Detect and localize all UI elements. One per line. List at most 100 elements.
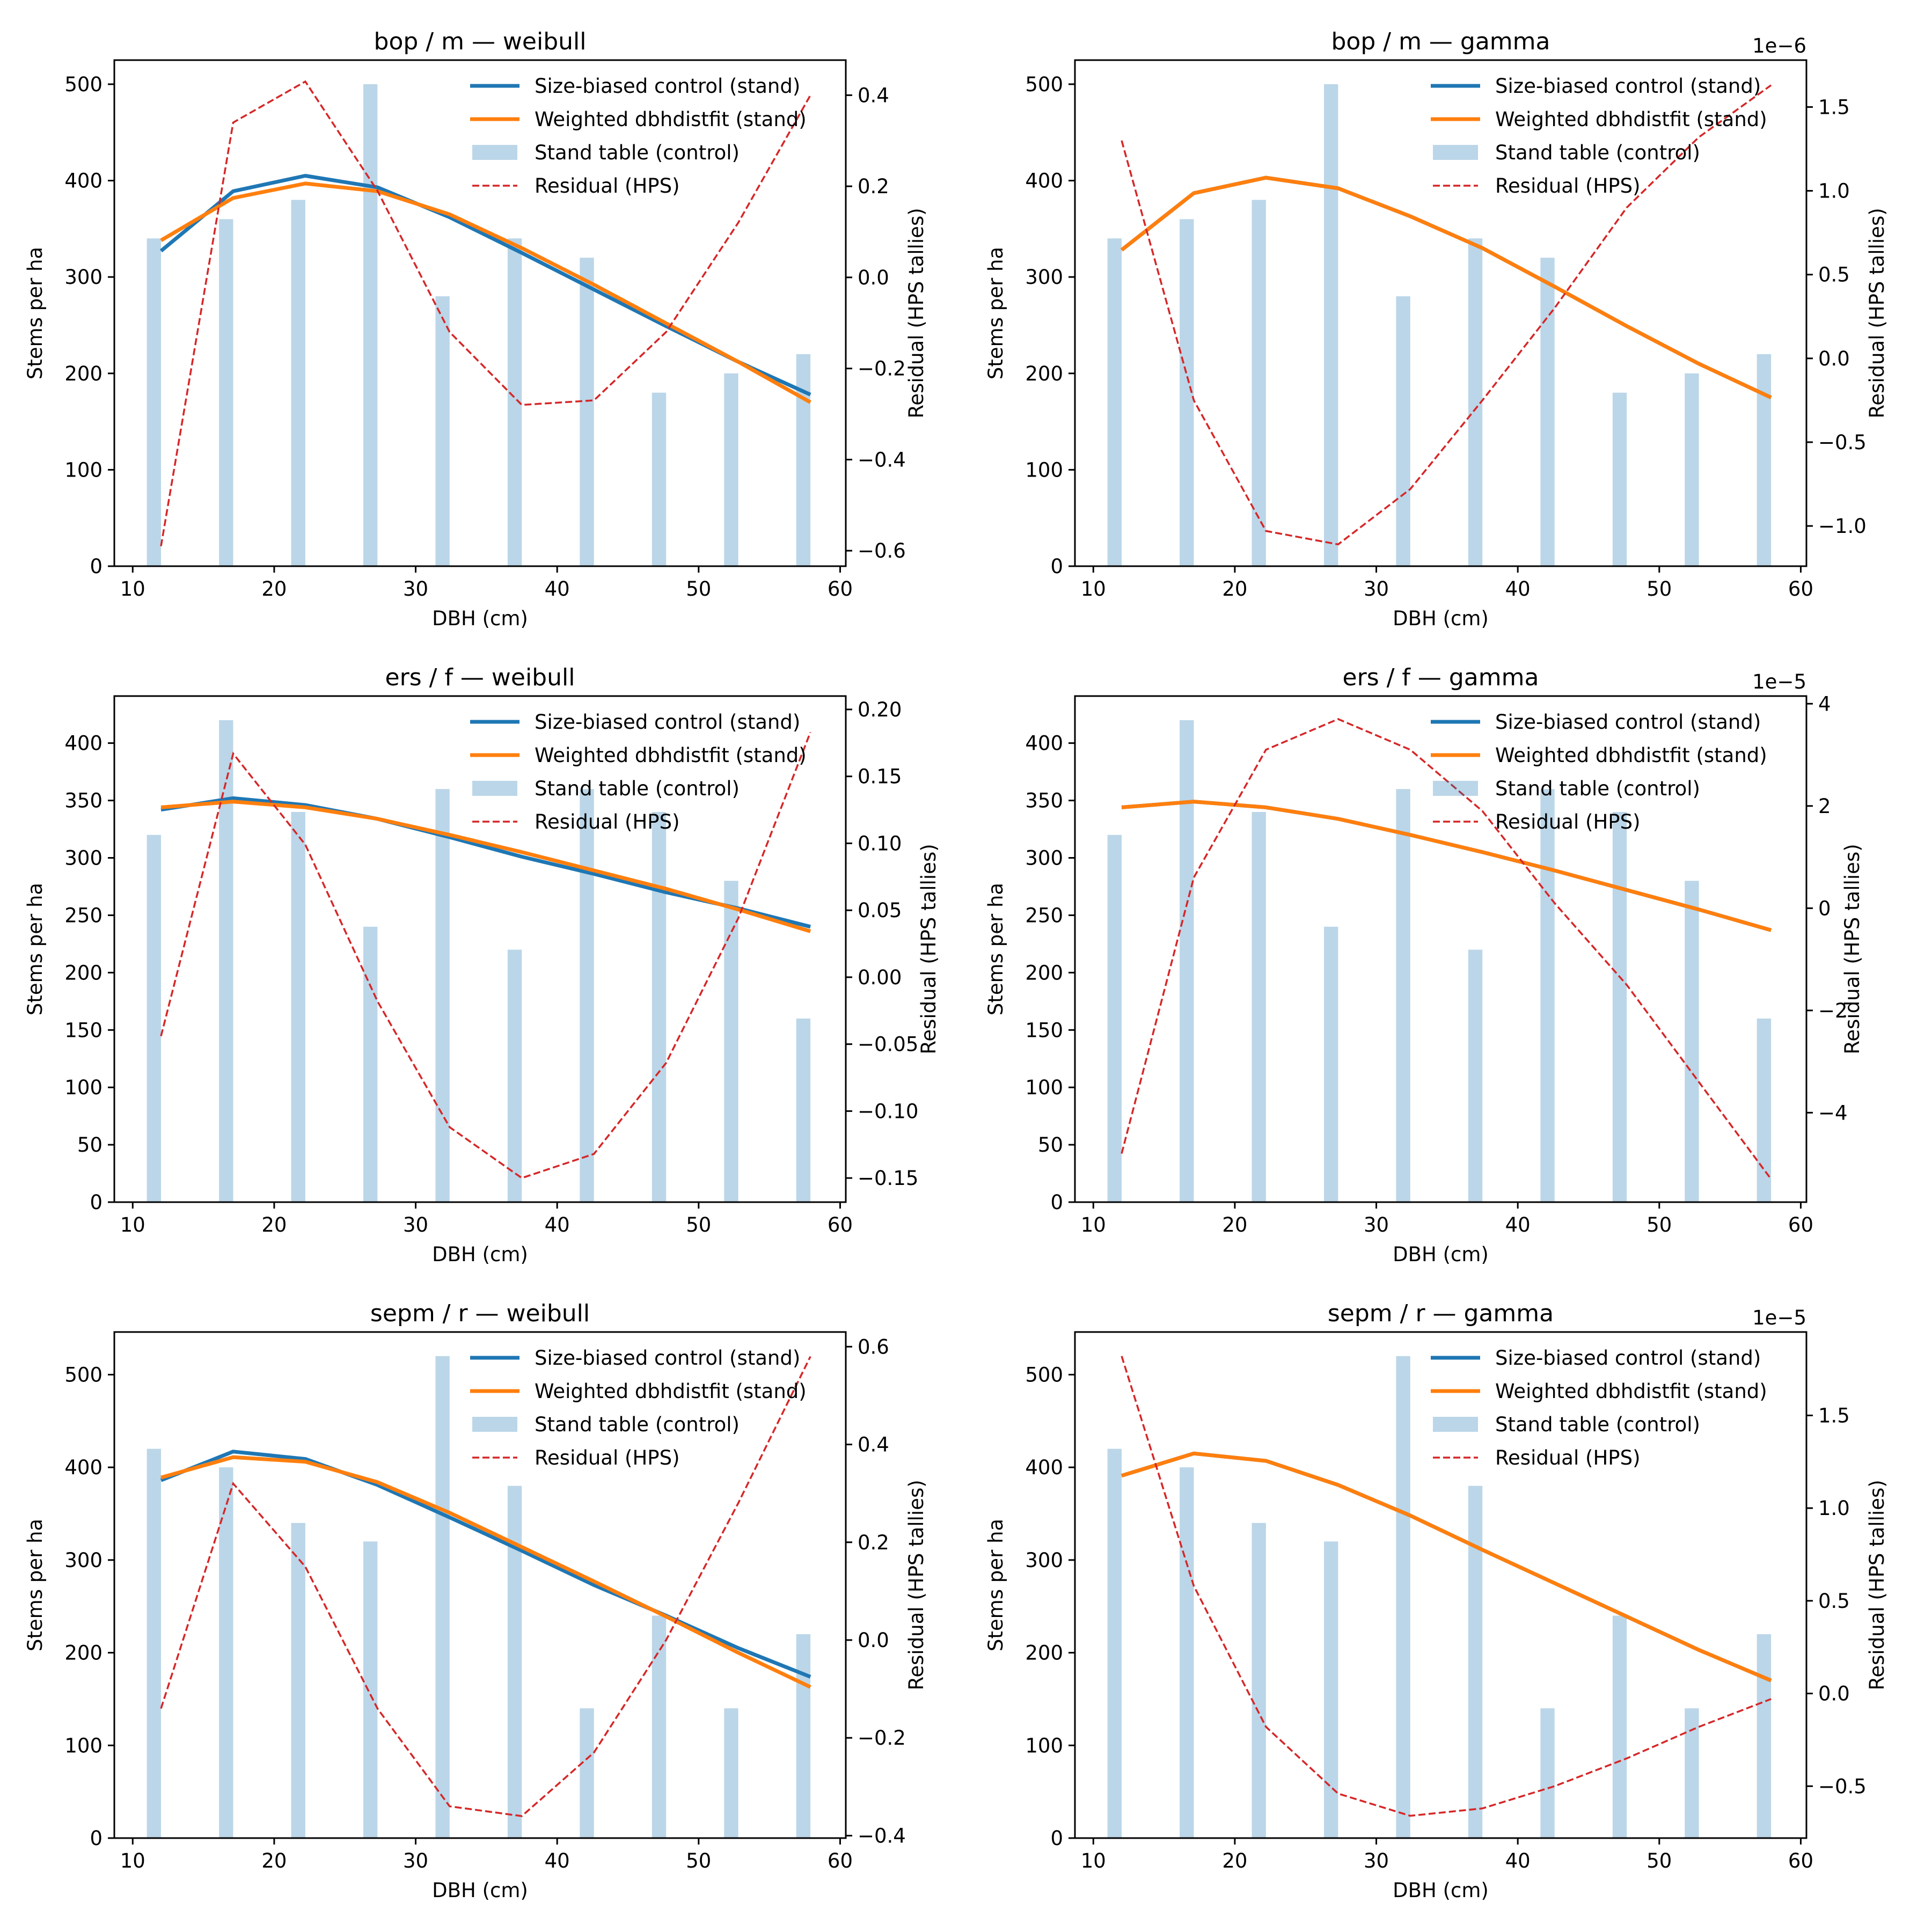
y2-tick-label: 0.2 bbox=[858, 175, 889, 198]
x-tick-label: 40 bbox=[545, 1213, 570, 1236]
stand-table-bar bbox=[1107, 238, 1122, 566]
y-tick-label: 400 bbox=[1025, 1456, 1063, 1479]
y2-tick-label: −0.2 bbox=[858, 1726, 906, 1750]
stand-table-bar bbox=[1685, 881, 1699, 1202]
y-tick-label: 200 bbox=[1025, 961, 1063, 984]
stand-table-bar bbox=[1107, 835, 1122, 1202]
stand-table-bar bbox=[435, 1356, 450, 1838]
x-tick-label: 60 bbox=[1788, 1849, 1813, 1872]
subplot-title: sepm / r — weibull bbox=[370, 1300, 590, 1327]
plot-area bbox=[1107, 718, 1772, 1202]
stand-table-bar bbox=[219, 219, 233, 566]
stand-table-bar bbox=[796, 354, 811, 566]
stand-table-bar bbox=[363, 84, 378, 566]
y-axis-label: Stems per ha bbox=[984, 1519, 1007, 1651]
legend-item: Size-biased control (stand) bbox=[470, 1346, 800, 1370]
legend-swatch-stand-table bbox=[472, 781, 517, 796]
x-tick-label: 10 bbox=[120, 1849, 145, 1872]
legend-label: Residual (HPS) bbox=[1495, 810, 1641, 833]
legend-item: Weighted dbhdistfit (stand) bbox=[1431, 1380, 1767, 1403]
stand-table-bar bbox=[435, 789, 450, 1202]
x-tick-label: 10 bbox=[1081, 1213, 1106, 1236]
x-tick-label: 20 bbox=[261, 577, 287, 601]
legend-item: Weighted dbhdistfit (stand) bbox=[470, 744, 807, 767]
legend-swatch-stand-table bbox=[1433, 145, 1478, 160]
legend-swatch-stand-table bbox=[1433, 781, 1478, 796]
stand-table-bar bbox=[1468, 949, 1483, 1202]
y2-tick-label: 0.05 bbox=[858, 899, 902, 922]
stand-table-bar bbox=[1468, 1485, 1483, 1838]
legend-item: Stand table (control) bbox=[472, 141, 740, 164]
y2-tick-label: −0.2 bbox=[858, 357, 906, 380]
y-tick-label: 300 bbox=[1025, 266, 1063, 289]
subplot-title: bop / m — weibull bbox=[374, 28, 587, 55]
stand-table-bar bbox=[1685, 1708, 1699, 1838]
x-tick-label: 40 bbox=[1505, 1849, 1531, 1872]
legend-item: Size-biased control (stand) bbox=[470, 75, 800, 98]
stand-table-bar bbox=[219, 720, 233, 1202]
y-tick-label: 200 bbox=[64, 1642, 103, 1665]
weighted-line bbox=[1121, 800, 1772, 932]
y2-offset-label: 1e−5 bbox=[1752, 670, 1806, 693]
y2-tick-label: −0.6 bbox=[858, 539, 906, 562]
x-tick-label: 10 bbox=[1081, 1849, 1106, 1872]
stand-table-bar bbox=[291, 811, 305, 1202]
legend: Size-biased control (stand) Weighted dbhd… bbox=[1431, 75, 1767, 197]
y2-tick-label: 0.5 bbox=[1818, 1590, 1850, 1613]
stand-table-bar bbox=[1180, 720, 1194, 1202]
legend-label: Stand table (control) bbox=[535, 1413, 740, 1436]
weighted-line bbox=[160, 1455, 811, 1689]
y2-tick-label: 0.00 bbox=[858, 966, 902, 989]
stand-table-bar bbox=[147, 238, 161, 566]
subplot-3: 10 20 30 40 50 60 0 50 100 150 200 250 300 350 400 −0.1… bbox=[24, 664, 940, 1266]
legend-item: Residual (HPS) bbox=[1433, 174, 1641, 197]
legend-item: Stand table (control) bbox=[1433, 1413, 1700, 1436]
x-tick-label: 30 bbox=[1364, 1849, 1389, 1872]
legend-label: Weighted dbhdistfit (stand) bbox=[1495, 108, 1767, 131]
legend-label: Residual (HPS) bbox=[535, 174, 680, 197]
y-tick-label: 0 bbox=[1050, 1827, 1063, 1850]
residual-line bbox=[160, 731, 811, 1180]
stand-table-bar bbox=[1252, 811, 1266, 1202]
x-tick-label: 20 bbox=[1222, 1213, 1247, 1236]
y-tick-label: 0 bbox=[90, 1191, 103, 1214]
y2-axis-label: Residual (HPS tallies) bbox=[917, 844, 940, 1054]
y-tick-label: 150 bbox=[1025, 1019, 1063, 1042]
axes-frame bbox=[113, 695, 847, 1203]
legend-label: Residual (HPS) bbox=[1495, 174, 1641, 197]
x-axis-label: DBH (cm) bbox=[1393, 607, 1489, 630]
y2-tick-label: −0.05 bbox=[858, 1033, 918, 1056]
legend-item: Stand table (control) bbox=[472, 777, 740, 800]
y2-tick-label: 0.0 bbox=[1818, 1682, 1850, 1706]
x-tick-label: 10 bbox=[120, 577, 145, 601]
weighted-line bbox=[160, 181, 811, 404]
legend-label: Weighted dbhdistfit (stand) bbox=[535, 744, 807, 767]
subplot-1: 10 20 30 40 50 60 0 100 200 300 400 500 −0.6 −0.4 −0.2… bbox=[24, 28, 928, 630]
stand-table-bar bbox=[219, 1467, 233, 1838]
x-tick-label: 40 bbox=[1505, 577, 1531, 601]
y-axis-label: Stems per ha bbox=[984, 883, 1007, 1015]
stand-table-bar bbox=[1252, 200, 1266, 566]
stand-table-bar bbox=[1396, 296, 1410, 566]
x-tick-label: 40 bbox=[545, 1849, 570, 1872]
x-tick-label: 60 bbox=[828, 1213, 853, 1236]
y2-tick-label: −0.15 bbox=[858, 1167, 918, 1190]
legend-label: Weighted dbhdistfit (stand) bbox=[535, 1380, 807, 1403]
subplot-title: ers / f — weibull bbox=[385, 664, 575, 691]
legend-label: Size-biased control (stand) bbox=[1495, 1346, 1761, 1370]
subplot-title: bop / m — gamma bbox=[1331, 28, 1550, 55]
plot-area bbox=[147, 1356, 811, 1838]
y2-tick-label: 0.0 bbox=[858, 266, 889, 289]
residual-line bbox=[160, 1356, 811, 1817]
y-tick-label: 0 bbox=[90, 555, 103, 578]
stand-table-bar bbox=[291, 1523, 305, 1838]
y2-offset-label: 1e−5 bbox=[1752, 1306, 1806, 1329]
x-axis-label: DBH (cm) bbox=[432, 1879, 528, 1902]
legend-label: Residual (HPS) bbox=[535, 810, 680, 833]
y2-tick-label: −0.4 bbox=[858, 448, 906, 471]
stand-table-bar bbox=[580, 258, 594, 566]
y2-tick-label: 1.5 bbox=[1818, 1404, 1850, 1427]
y-tick-label: 500 bbox=[1025, 1363, 1063, 1386]
stand-table-bar bbox=[724, 881, 738, 1202]
x-tick-label: 30 bbox=[1364, 1213, 1389, 1236]
